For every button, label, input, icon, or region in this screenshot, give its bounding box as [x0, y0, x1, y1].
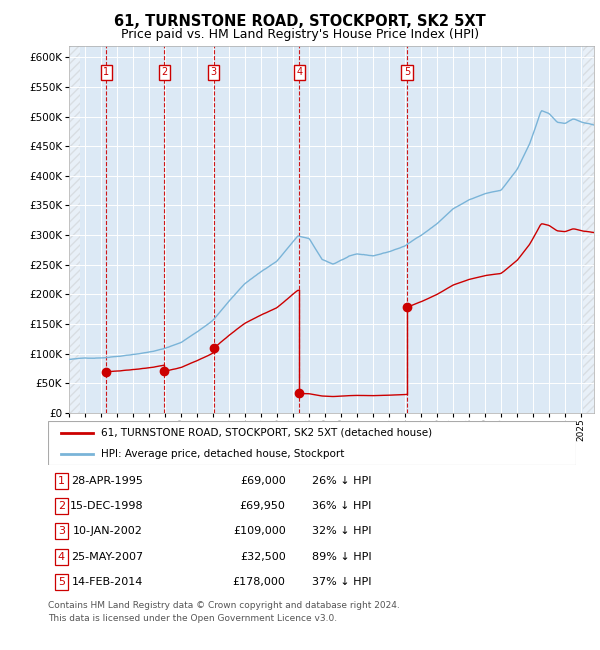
Text: 14-FEB-2014: 14-FEB-2014: [71, 577, 143, 587]
Text: 37% ↓ HPI: 37% ↓ HPI: [312, 577, 371, 587]
Text: 28-APR-1995: 28-APR-1995: [71, 476, 143, 486]
Text: Contains HM Land Registry data © Crown copyright and database right 2024.
This d: Contains HM Land Registry data © Crown c…: [48, 601, 400, 623]
Bar: [69, 46, 80, 413]
Text: 2: 2: [161, 67, 167, 77]
Text: 2: 2: [58, 501, 65, 511]
Text: 10-JAN-2002: 10-JAN-2002: [73, 526, 143, 536]
Text: 61, TURNSTONE ROAD, STOCKPORT, SK2 5XT (detached house): 61, TURNSTONE ROAD, STOCKPORT, SK2 5XT (…: [101, 428, 432, 438]
Text: 5: 5: [58, 577, 65, 587]
Text: 25-MAY-2007: 25-MAY-2007: [71, 552, 143, 562]
Text: 3: 3: [58, 526, 65, 536]
Text: £109,000: £109,000: [233, 526, 286, 536]
Text: 1: 1: [103, 67, 109, 77]
Text: £69,950: £69,950: [240, 501, 286, 511]
Bar: [583, 46, 594, 413]
Text: 1: 1: [58, 476, 65, 486]
Text: 61, TURNSTONE ROAD, STOCKPORT, SK2 5XT: 61, TURNSTONE ROAD, STOCKPORT, SK2 5XT: [114, 14, 486, 29]
Text: 32% ↓ HPI: 32% ↓ HPI: [312, 526, 371, 536]
Text: 5: 5: [404, 67, 410, 77]
Text: £69,000: £69,000: [240, 476, 286, 486]
Text: 26% ↓ HPI: 26% ↓ HPI: [312, 476, 371, 486]
FancyBboxPatch shape: [48, 421, 576, 465]
Text: 15-DEC-1998: 15-DEC-1998: [70, 501, 143, 511]
Text: £178,000: £178,000: [233, 577, 286, 587]
Text: 36% ↓ HPI: 36% ↓ HPI: [312, 501, 371, 511]
Text: 4: 4: [296, 67, 302, 77]
Text: 3: 3: [211, 67, 217, 77]
Text: 4: 4: [58, 552, 65, 562]
Text: £32,500: £32,500: [240, 552, 286, 562]
Text: HPI: Average price, detached house, Stockport: HPI: Average price, detached house, Stoc…: [101, 448, 344, 459]
Text: Price paid vs. HM Land Registry's House Price Index (HPI): Price paid vs. HM Land Registry's House …: [121, 28, 479, 41]
Text: 89% ↓ HPI: 89% ↓ HPI: [312, 552, 371, 562]
